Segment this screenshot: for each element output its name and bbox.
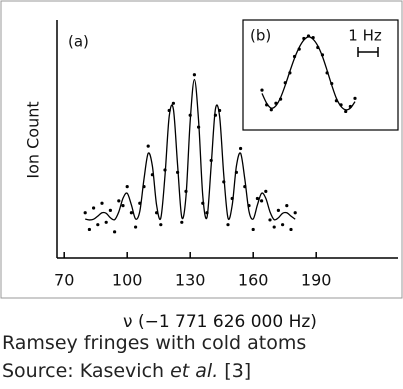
inset-data-point <box>316 45 320 50</box>
inset-data-point <box>330 81 334 86</box>
data-point <box>188 113 192 117</box>
data-point <box>285 204 289 208</box>
inset-data-point <box>265 103 269 107</box>
data-point <box>142 185 146 189</box>
x-tick-label: 100 <box>112 271 143 290</box>
data-point <box>87 227 91 232</box>
source-italic: et al. <box>170 360 219 382</box>
data-point <box>268 218 272 222</box>
caption: Ramsey fringes with cold atoms <box>2 332 307 354</box>
inset-data-point <box>320 53 325 57</box>
data-point <box>163 168 167 172</box>
inset-data-point <box>339 103 343 107</box>
data-point <box>222 180 226 184</box>
data-point <box>100 201 104 205</box>
data-point <box>243 185 247 189</box>
x-tick-label: 130 <box>175 271 206 290</box>
data-point <box>281 223 285 227</box>
inset-data-point <box>302 36 306 41</box>
inset-data-point <box>348 104 352 109</box>
source: Source: Kasevich et al. [3] <box>2 360 251 382</box>
data-point <box>264 189 268 193</box>
data-point <box>134 225 138 229</box>
data-point <box>289 227 293 232</box>
data-point <box>209 158 213 163</box>
data-point <box>226 223 230 227</box>
data-point <box>201 201 205 205</box>
data-point <box>138 201 142 205</box>
inset-data-point <box>274 101 278 105</box>
data-point <box>197 125 201 129</box>
data-point <box>218 108 222 113</box>
inset-data-point <box>269 108 273 112</box>
x-tick-label: 70 <box>54 271 74 290</box>
data-point <box>104 220 108 224</box>
data-point <box>239 146 243 151</box>
inset-data-point <box>260 88 264 92</box>
x-axis-label: ν (−1 771 626 000 Hz) <box>123 312 317 332</box>
data-point <box>184 189 188 193</box>
inset-data-point <box>344 109 348 114</box>
inset-data-point <box>297 47 301 51</box>
data-point <box>230 196 234 201</box>
y-axis-label: Ion Count <box>24 101 43 178</box>
source-text: [3] <box>218 360 252 382</box>
inset-data-point <box>279 97 283 101</box>
data-point <box>276 208 280 212</box>
x-tick-label: 160 <box>238 271 269 290</box>
inset-data-point <box>311 36 315 40</box>
data-point <box>96 223 100 227</box>
data-point <box>121 204 125 208</box>
data-point <box>155 211 159 215</box>
data-point <box>146 144 150 148</box>
data-point <box>171 101 175 105</box>
fit-line <box>85 78 296 221</box>
data-point <box>272 225 276 229</box>
inset-frame <box>242 19 399 131</box>
data-point <box>234 170 238 174</box>
inset-data-point <box>325 71 329 75</box>
inset-data-point <box>353 96 357 100</box>
data-point <box>150 173 154 177</box>
data-point <box>293 211 297 215</box>
data-point <box>247 204 251 208</box>
data-point <box>167 108 171 113</box>
data-point <box>113 230 117 234</box>
data-point <box>83 211 87 215</box>
inset-data-point <box>306 34 311 38</box>
scale-label: 1 Hz <box>348 27 382 45</box>
data-point <box>92 206 96 210</box>
data-point <box>192 73 196 77</box>
inset-data-point <box>283 81 287 85</box>
data-point <box>125 185 129 189</box>
inset-data-point <box>292 54 297 59</box>
inset-panel-label: (b) <box>250 27 271 45</box>
data-point <box>129 211 133 215</box>
panel-label: (a) <box>68 33 89 51</box>
data-point <box>159 223 163 227</box>
data-point <box>108 208 112 212</box>
data-point <box>176 170 180 174</box>
data-point <box>205 211 209 215</box>
inset-data-point <box>288 71 292 75</box>
figure-frame <box>0 0 403 299</box>
data-point <box>180 220 184 224</box>
x-tick-label: 190 <box>301 271 332 290</box>
source-text: Source: Kasevich <box>2 360 171 382</box>
data-point <box>251 227 255 232</box>
data-point <box>260 199 264 203</box>
data-point <box>213 113 217 117</box>
data-point <box>117 199 121 203</box>
data-point <box>255 196 259 201</box>
inset-data-point <box>334 99 338 103</box>
